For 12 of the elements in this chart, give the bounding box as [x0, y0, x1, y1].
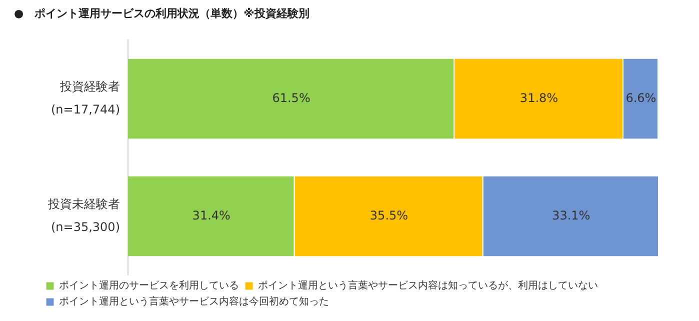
- y-tick-label: 投資未経験者 (n=35,300): [47, 196, 120, 234]
- y-tick-label: 投資経験者 (n=17,744): [50, 79, 120, 116]
- legend-label: ポイント運用という言葉やサービス内容は今回初めて知った: [59, 296, 329, 308]
- data-label: 61.5%: [272, 90, 310, 105]
- data-label: 31.4%: [192, 208, 230, 222]
- legend-label: ポイント運用という言葉やサービス内容は知っているが、利用はしていない: [258, 280, 598, 292]
- data-label: 31.8%: [520, 90, 558, 105]
- data-label: 33.1%: [552, 208, 590, 222]
- data-label: 35.5%: [370, 208, 408, 222]
- legend-label: ポイント運用のサービスを利用している: [59, 280, 239, 292]
- data-label: 6.6%: [626, 90, 656, 105]
- chart-title: ● ポイント運用サービスの利用状況（単数）※投資経験別: [14, 6, 310, 21]
